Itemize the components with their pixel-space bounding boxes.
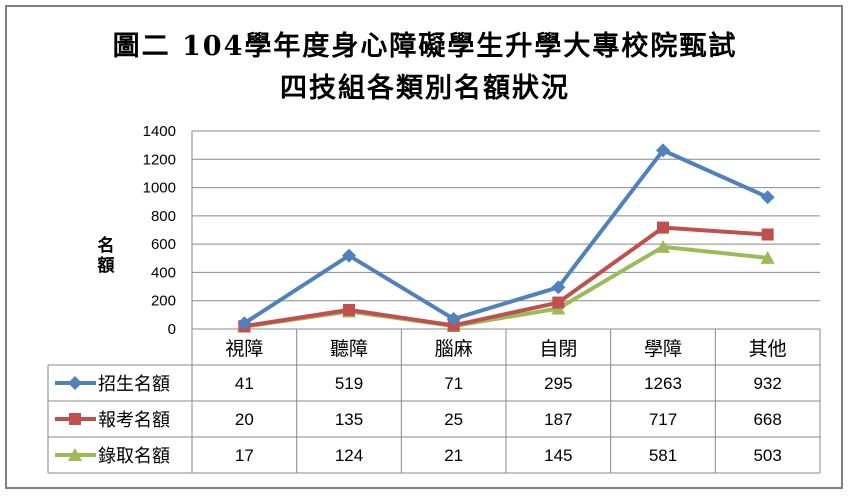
data-point-1-3 (552, 296, 565, 309)
data-point-0-0 (237, 316, 252, 331)
y-tick-label-1: 200 (151, 293, 176, 310)
y-tick-label-2: 400 (151, 264, 176, 281)
legend-label-0: 招生名額 (98, 374, 170, 395)
chart-frame (5, 5, 843, 489)
chart-subtitle: 四技組各類別名額狀況 (280, 73, 570, 104)
table-cell-0-4: 1263 (644, 374, 682, 393)
chart-title: 圖二 104學年度身心障礙學生升學大專校院甄試 (112, 31, 738, 62)
category-label-5: 其他 (749, 338, 787, 360)
data-point-0-3 (551, 280, 566, 295)
legend-label-1: 報考名額 (98, 410, 170, 431)
legend-key-marker-1 (69, 413, 81, 425)
data-point-1-4 (657, 221, 669, 234)
data-point-0-2 (446, 311, 461, 326)
legend-key-marker-2 (68, 448, 82, 461)
y-tick-label-4: 800 (151, 208, 176, 225)
table-cell-1-2: 25 (444, 410, 463, 429)
series-line-1 (244, 225, 768, 329)
data-point-0-5 (760, 190, 775, 205)
table-cell-1-3: 187 (544, 410, 572, 429)
table-cell-2-3: 145 (544, 446, 572, 465)
y-axis-label: 名額 (94, 236, 118, 276)
table-cell-0-1: 519 (335, 374, 363, 393)
table-cell-2-2: 21 (444, 446, 463, 465)
table-cell-0-5: 932 (753, 374, 781, 393)
table-cell-2-1: 124 (335, 446, 363, 465)
y-tick-label-7: 1400 (143, 123, 176, 140)
table-cell-2-0: 17 (235, 446, 254, 465)
table-cell-2-4: 581 (649, 446, 677, 465)
data-point-0-1 (342, 248, 356, 263)
table-cell-1-4: 717 (649, 410, 677, 429)
table-cell-1-0: 20 (235, 410, 254, 429)
y-axis-label-char-0: 名 (97, 236, 115, 256)
category-label-2: 腦麻 (435, 338, 473, 360)
data-point-0-4 (656, 143, 670, 158)
data-point-1-5 (761, 228, 774, 241)
table-cell-1-1: 135 (335, 410, 363, 429)
data-point-2-5 (760, 250, 775, 264)
y-tick-label-3: 600 (151, 236, 176, 253)
y-tick-label-6: 1200 (143, 151, 176, 168)
table-cell-0-0: 41 (235, 374, 254, 393)
table-cell-1-5: 668 (753, 410, 781, 429)
y-tick-label-0: 0 (168, 321, 176, 338)
series-line-0 (243, 148, 769, 325)
table-cell-0-2: 71 (444, 374, 463, 393)
data-point-1-1 (343, 303, 355, 316)
y-tick-label-5: 1000 (143, 180, 176, 197)
legend-key-marker-0 (68, 376, 82, 390)
category-label-0: 視障 (225, 338, 263, 360)
legend-label-2: 錄取名額 (98, 446, 170, 467)
table-cell-2-5: 503 (753, 446, 781, 465)
category-label-3: 自閉 (539, 338, 577, 360)
data-point-2-4 (656, 239, 670, 253)
y-axis-label-char-1: 額 (97, 256, 115, 276)
category-label-1: 聽障 (330, 338, 368, 360)
category-label-4: 學障 (644, 338, 682, 360)
table-cell-0-3: 295 (544, 374, 572, 393)
